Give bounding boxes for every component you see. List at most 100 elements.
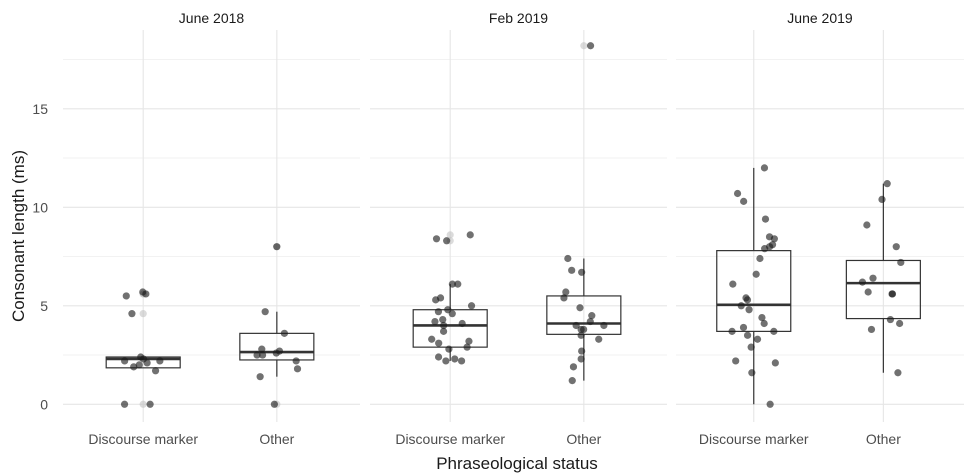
- data-point: [600, 321, 608, 330]
- data-point: [142, 290, 150, 298]
- outlier-point: [139, 400, 147, 408]
- data-point: [568, 266, 576, 274]
- data-point: [122, 292, 130, 300]
- data-point: [273, 243, 281, 251]
- panel-title: June 2018: [179, 10, 245, 26]
- data-point: [463, 343, 471, 351]
- data-point: [733, 189, 742, 198]
- data-point: [434, 308, 443, 316]
- data-point: [760, 164, 769, 172]
- data-point: [743, 296, 752, 304]
- data-point: [432, 296, 440, 304]
- data-point: [293, 365, 302, 373]
- data-point: [863, 221, 871, 229]
- data-point: [894, 369, 902, 377]
- data-point: [577, 355, 585, 363]
- data-point: [761, 245, 769, 253]
- data-point: [466, 231, 474, 239]
- data-point: [739, 323, 748, 332]
- data-point: [770, 327, 778, 335]
- data-point: [467, 302, 476, 310]
- data-point: [434, 353, 443, 361]
- data-point: [562, 288, 570, 296]
- data-point: [737, 302, 745, 310]
- data-point: [760, 319, 768, 328]
- data-point: [431, 317, 439, 326]
- x-tick-label: Other: [866, 431, 901, 447]
- data-point: [120, 400, 129, 408]
- data-point: [580, 325, 588, 334]
- outlier-point: [139, 310, 147, 318]
- grid-layer: [63, 30, 964, 422]
- data-point: [261, 308, 269, 316]
- data-point: [292, 357, 300, 365]
- data-point: [465, 337, 473, 345]
- label-layer: June 2018 Discourse marker Other Feb 2019 Di…: [32, 10, 901, 447]
- data-point: [869, 274, 877, 282]
- y-axis-title: Consonant length (ms): [9, 150, 28, 322]
- data-point: [743, 331, 752, 339]
- data-point: [448, 280, 457, 288]
- outlier-point: [446, 231, 454, 239]
- panel-title: June 2019: [787, 10, 853, 26]
- data-point: [253, 351, 261, 359]
- data-point: [732, 357, 740, 365]
- y-tick-label: 15: [32, 101, 48, 117]
- data-point: [458, 319, 466, 328]
- data-point: [569, 363, 578, 371]
- data-point: [258, 345, 266, 353]
- data-point: [439, 315, 447, 324]
- y-tick-label: 0: [40, 396, 48, 412]
- data-point: [896, 319, 904, 328]
- data-point: [745, 306, 753, 314]
- data-point: [454, 280, 462, 288]
- data-point: [766, 400, 774, 408]
- data-point: [451, 355, 459, 363]
- data-point: [740, 197, 748, 205]
- data-point: [886, 315, 895, 324]
- data-point: [445, 345, 453, 353]
- data-point: [121, 357, 129, 365]
- data-point: [771, 359, 779, 367]
- data-point: [586, 317, 594, 326]
- data-point: [729, 280, 737, 288]
- data-point: [146, 400, 154, 408]
- data-point: [568, 377, 576, 385]
- data-point: [272, 349, 280, 357]
- x-tick-label: Discourse marker: [699, 431, 809, 447]
- data-point: [442, 357, 450, 365]
- data-point: [878, 195, 886, 204]
- data-point: [747, 343, 755, 351]
- data-point: [867, 325, 876, 334]
- x-axis-title: Phraseological status: [436, 454, 598, 473]
- data-point: [576, 304, 584, 312]
- data-point: [432, 235, 441, 243]
- data-point: [752, 270, 760, 278]
- data-point: [448, 310, 456, 318]
- outlier-point: [580, 42, 588, 50]
- panel-title: Feb 2019: [489, 10, 548, 26]
- data-point: [560, 294, 568, 302]
- data-point: [440, 321, 448, 330]
- x-tick-label: Discourse marker: [88, 431, 198, 447]
- x-tick-label: Discourse marker: [395, 431, 505, 447]
- data-point: [753, 335, 762, 343]
- data-point: [897, 258, 905, 267]
- data-point: [280, 329, 289, 337]
- data-point: [256, 373, 264, 381]
- box-iqr: [845, 259, 921, 320]
- data-point: [595, 335, 603, 343]
- data-point: [761, 215, 770, 223]
- point-layer: [120, 42, 905, 408]
- box-iqr: [716, 250, 792, 332]
- data-point: [728, 327, 736, 335]
- data-point: [577, 331, 585, 339]
- data-point: [586, 42, 595, 50]
- box-layer: [105, 167, 921, 405]
- data-point: [578, 347, 586, 355]
- data-point: [439, 327, 448, 335]
- data-point: [864, 288, 872, 296]
- data-point: [892, 243, 900, 251]
- data-point: [457, 357, 466, 365]
